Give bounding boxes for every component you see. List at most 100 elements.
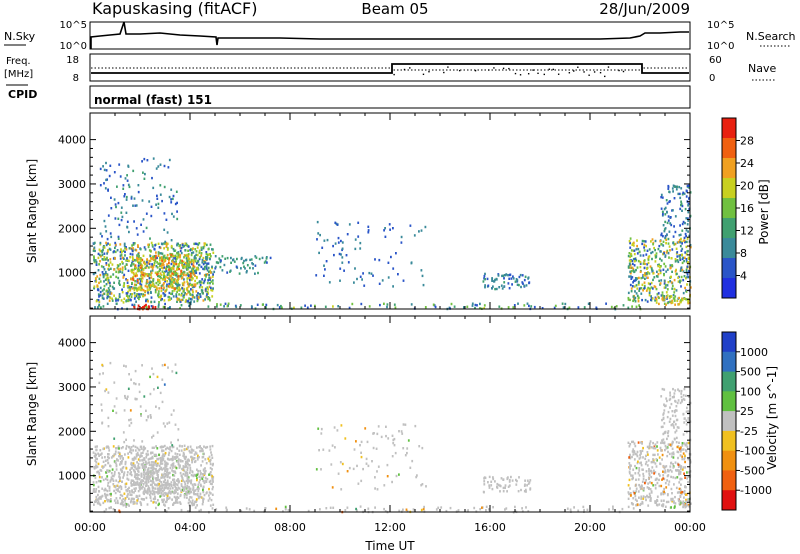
power-cell: [183, 281, 186, 284]
velocity-cell: [120, 462, 123, 465]
velocity-cell: [662, 432, 665, 436]
velocity-cell: [199, 495, 202, 499]
velocity-cell: [633, 458, 636, 461]
power-cell: [136, 258, 139, 262]
velocity-cell: [521, 510, 524, 513]
power-cbar-swatch: [722, 138, 736, 159]
power-cell: [310, 304, 312, 307]
power-cell: [684, 232, 687, 236]
velocity-cell: [153, 471, 156, 474]
power-cell: [665, 251, 668, 254]
power-cell: [103, 168, 106, 172]
power-cell: [101, 258, 104, 261]
velocity-cell: [665, 465, 668, 468]
power-cell: [514, 280, 517, 283]
velocity-cell: [137, 477, 139, 480]
power-cell: [628, 262, 631, 265]
velocity-cell: [180, 489, 182, 492]
velocity-cbar-label: Velocity [m s^-1]: [765, 366, 779, 470]
power-cell: [244, 267, 246, 270]
velocity-cell: [190, 455, 193, 459]
velocity-cell: [163, 494, 166, 497]
velocity-cell: [174, 481, 176, 485]
power-cell: [126, 257, 128, 260]
velocity-cell: [149, 483, 152, 487]
power-cell: [100, 255, 102, 258]
velocity-cell: [172, 473, 174, 477]
power-cell: [530, 305, 533, 308]
velocity-cell: [629, 487, 631, 490]
power-cell: [215, 261, 218, 264]
velocity-cell: [690, 502, 692, 505]
velocity-cell: [119, 476, 122, 479]
power-cell: [179, 246, 182, 250]
power-cell: [383, 229, 385, 232]
velocity-cell: [364, 427, 367, 430]
velocity-cell: [198, 456, 200, 459]
power-cell: [157, 280, 159, 283]
power-cell: [673, 243, 676, 246]
power-cell: [676, 251, 679, 254]
velocity-cell: [132, 458, 135, 462]
power-cell: [359, 241, 362, 245]
power-cell: [161, 270, 164, 273]
power-cell: [463, 306, 465, 309]
velocity-xtick-label: 00:00: [74, 521, 106, 534]
velocity-cell: [102, 501, 105, 505]
power-cell: [159, 264, 162, 267]
power-cell: [666, 249, 669, 253]
power-cell: [681, 229, 684, 232]
velocity-cell: [176, 501, 179, 504]
power-cell: [166, 280, 169, 283]
power-cell: [685, 245, 688, 249]
power-cell: [512, 306, 515, 309]
power-cell: [627, 254, 630, 258]
power-cell: [142, 254, 145, 257]
velocity-cell: [678, 491, 680, 494]
velocity-cell: [630, 464, 632, 467]
velocity-cell: [681, 400, 683, 403]
velocity-cell: [130, 449, 132, 452]
velocity-cell: [674, 389, 677, 392]
velocity-cell: [166, 487, 169, 490]
velocity-cell: [649, 440, 652, 443]
power-cell: [205, 265, 208, 268]
power-cell: [483, 304, 486, 307]
power-cell: [123, 195, 126, 198]
velocity-cell: [156, 471, 158, 474]
power-cell: [177, 253, 180, 256]
velocity-cell: [183, 493, 186, 496]
power-cell: [101, 289, 104, 292]
power-cell: [93, 260, 96, 263]
velocity-cell: [147, 458, 150, 461]
power-cell: [663, 295, 665, 298]
power-cell: [182, 290, 185, 293]
velocity-cell: [118, 509, 121, 512]
power-cell: [647, 282, 650, 285]
velocity-cell: [401, 432, 404, 435]
nsky-trace: [90, 21, 689, 49]
velocity-cell: [663, 477, 666, 481]
velocity-cell: [681, 455, 684, 458]
power-cell: [115, 275, 118, 279]
power-cell: [186, 288, 189, 292]
power-cell: [317, 232, 320, 235]
velocity-cell: [682, 448, 685, 451]
velocity-cell: [661, 478, 663, 481]
velocity-cell: [150, 451, 152, 454]
power-cell: [175, 271, 177, 275]
velocity-cell: [667, 430, 670, 433]
power-cell: [682, 278, 685, 282]
power-cell: [533, 305, 536, 309]
power-cell: [141, 267, 143, 270]
velocity-cell: [92, 483, 95, 487]
velocity-cell: [130, 446, 133, 449]
power-cell: [646, 249, 649, 252]
power-cell: [678, 234, 681, 237]
power-cell: [378, 258, 381, 262]
power-cell: [661, 210, 664, 213]
power-cell: [177, 264, 180, 267]
velocity-cell: [184, 448, 186, 451]
power-cell: [118, 223, 121, 227]
power-cell: [523, 278, 526, 282]
